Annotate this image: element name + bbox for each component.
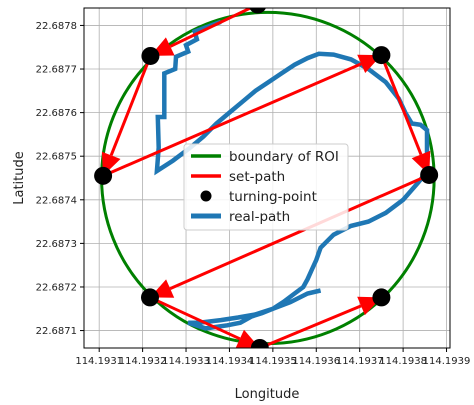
turning-point [372, 46, 391, 65]
y-tick-label: 22.6872 [36, 282, 77, 293]
turning-point [141, 46, 160, 65]
x-tick-label: 114.1937 [336, 356, 384, 367]
x-tick-label: 114.1939 [423, 356, 471, 367]
set-path-segment [109, 55, 152, 156]
turning-point [140, 288, 159, 307]
set-path-segment [380, 54, 423, 156]
set-path-segment [169, 8, 254, 48]
legend-label-turning-point: turning-point [229, 189, 317, 205]
y-tick-label: 22.6871 [36, 326, 77, 337]
y-tick-label: 22.6873 [36, 239, 77, 250]
set-path-segment [149, 296, 241, 341]
y-axis-label: Latitude [12, 151, 27, 205]
legend-label-set-path: set-path [229, 169, 285, 185]
turning-point [250, 339, 269, 348]
y-tick-label: 22.6877 [36, 65, 77, 76]
turning-point [420, 165, 439, 184]
x-tick-label: 114.1932 [119, 356, 167, 367]
turning-point [94, 166, 113, 185]
turning-point [372, 288, 391, 307]
legend: boundary of ROI set-path turning-point r… [183, 143, 349, 231]
x-tick-label: 114.1933 [162, 356, 210, 367]
x-tick-label: 114.1936 [292, 356, 340, 367]
plot-frame [83, 7, 451, 349]
set-path-segment [259, 304, 362, 348]
legend-swatch-turning-point [200, 190, 212, 202]
x-tick-label: 114.1931 [75, 356, 123, 367]
y-tick-label: 22.6878 [36, 21, 77, 32]
turning-point [249, 8, 266, 14]
x-tick-label: 114.1938 [379, 356, 427, 367]
x-tick-label: 114.1934 [206, 356, 254, 367]
ticks-layer: 114.1931114.1932114.1933114.1934114.1935… [36, 21, 471, 367]
y-tick-label: 22.6875 [36, 152, 77, 163]
x-tick-label: 114.1935 [249, 356, 297, 367]
legend-label-real-path: real-path [229, 209, 290, 225]
set-path-segment [102, 62, 362, 178]
set-path-segment [169, 173, 430, 290]
y-tick-label: 22.6874 [36, 195, 77, 206]
series-layer [94, 8, 439, 348]
x-axis-label: Longitude [235, 387, 300, 402]
y-tick-label: 22.6876 [36, 108, 77, 119]
legend-label-boundary: boundary of ROI [229, 149, 339, 165]
legend-box [183, 143, 349, 231]
